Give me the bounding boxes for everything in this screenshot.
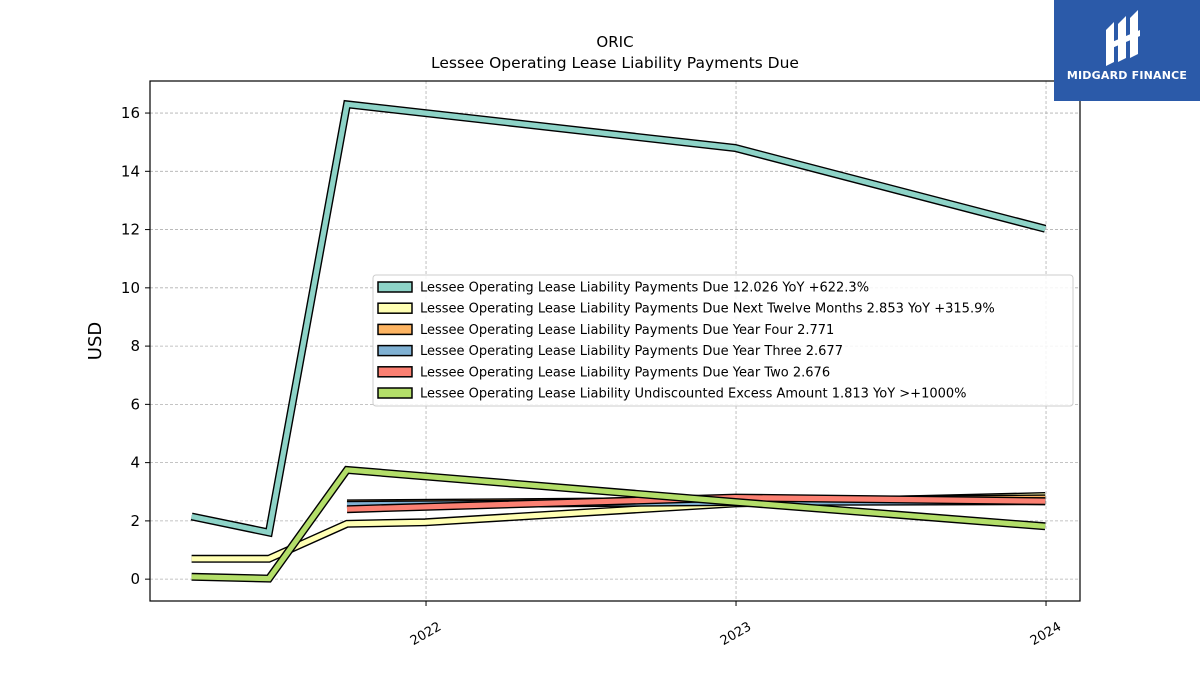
series-line-core xyxy=(191,467,1046,582)
y-tick-label: 0 xyxy=(130,570,140,588)
legend-swatch xyxy=(377,281,413,293)
series-line-core xyxy=(191,101,1046,536)
legend-entry: Lessee Operating Lease Liability Payment… xyxy=(420,281,869,296)
legend-frame xyxy=(372,274,1074,407)
legend-swatch xyxy=(377,344,413,357)
y-tick-label: 6 xyxy=(130,395,140,413)
y-tick-label: 12 xyxy=(121,221,140,239)
series-line xyxy=(346,493,1046,514)
series-lines xyxy=(190,99,1047,583)
legend-swatch xyxy=(377,323,413,336)
series-line xyxy=(190,99,1047,538)
midgard-finance-logo: MIDGARD FINANCE xyxy=(1054,0,1200,101)
legend-swatch xyxy=(377,387,413,399)
y-axis-label: USD xyxy=(85,322,106,360)
legend-swatch xyxy=(377,366,413,378)
x-tick-label: 2023 xyxy=(718,619,754,649)
series-line xyxy=(191,465,1046,583)
y-tick-label: 4 xyxy=(130,454,140,472)
legend-entry: Lessee Operating Lease Liability Payment… xyxy=(420,323,834,338)
legend-swatch xyxy=(377,302,413,314)
chart-title: ORIC xyxy=(596,33,633,51)
logo-mark-icon xyxy=(1106,10,1140,66)
series-line-outline xyxy=(191,465,1046,583)
y-tick-label: 10 xyxy=(121,279,140,297)
y-tick-label: 2 xyxy=(130,512,140,530)
legend: Lessee Operating Lease Liability Payment… xyxy=(372,274,1074,407)
legend-entry: Lessee Operating Lease Liability Payment… xyxy=(420,365,830,380)
x-tick-label: 2024 xyxy=(1028,619,1064,649)
y-tick-label: 14 xyxy=(121,162,140,180)
plot-frame xyxy=(149,80,1081,602)
legend-entry: Lessee Operating Lease Liability Payment… xyxy=(420,302,995,317)
y-tick-label: 16 xyxy=(121,104,140,122)
logo-text: MIDGARD FINANCE xyxy=(1066,69,1188,82)
legend-entry: Lessee Operating Lease Liability Undisco… xyxy=(420,387,967,402)
y-tick-label: 8 xyxy=(130,337,140,355)
legend-entry: Lessee Operating Lease Liability Payment… xyxy=(420,344,843,359)
x-tick-label: 2022 xyxy=(408,619,444,649)
chart-subtitle: Lessee Operating Lease Liability Payment… xyxy=(431,54,799,72)
series-line-core xyxy=(346,494,1046,512)
